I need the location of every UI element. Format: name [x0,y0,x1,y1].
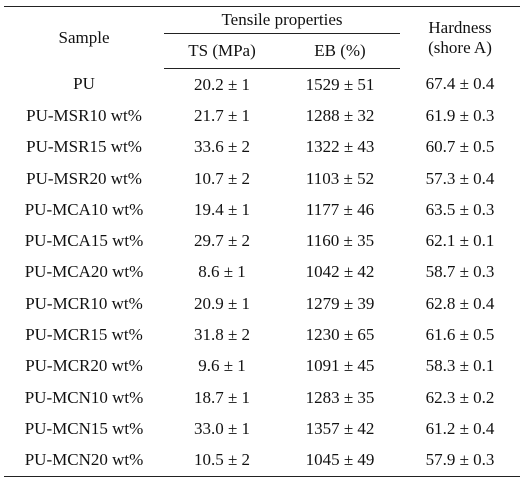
cell-eb: 1288 ± 32 [305,105,375,125]
cell-sample: PU [73,74,95,94]
cell-ts: 10.7 ± 2 [193,168,251,188]
table-row: PU-MSR20 wt% 10.7 ± 2 1103 ± 52 57.3 ± 0.4 [4,163,520,194]
cell-hardness: 67.4 ± 0.4 [425,74,495,94]
cell-ts: 33.6 ± 2 [193,137,251,157]
header-row-group: Sample Tensile properties Hardness (shor… [4,6,521,69]
cell-ts: 19.4 ± 1 [193,199,251,219]
table-row: PU-MCN15 wt% 33.0 ± 1 1357 ± 42 61.2 ± 0.4 [4,413,520,444]
cell-ts: 20.9 ± 1 [193,293,251,313]
table-row: PU-MCR10 wt% 20.9 ± 1 1279 ± 39 62.8 ± 0.4 [4,288,520,319]
cell-hardness: 60.7 ± 0.5 [425,137,495,157]
header-hardness-line2: (shore A) [428,37,492,57]
cell-eb: 1279 ± 39 [305,293,375,313]
table-row: PU-MCR15 wt% 31.8 ± 2 1230 ± 65 61.6 ± 0.5 [4,319,520,350]
cell-ts: 9.6 ± 1 [198,356,246,376]
table-row: PU-MSR15 wt% 33.6 ± 2 1322 ± 43 60.7 ± 0.5 [4,132,520,163]
cell-sample: PU-MCR15 wt% [25,325,143,345]
properties-table-container: Sample Tensile properties Hardness (shor… [4,6,521,477]
cell-hardness: 57.3 ± 0.4 [425,168,495,188]
header-hardness: Hardness (shore A) [400,6,521,69]
table-row: PU-MCN20 wt% 10.5 ± 2 1045 ± 49 57.9 ± 0.3 [4,444,521,477]
cell-hardness: 61.9 ± 0.3 [425,105,495,125]
cell-hardness: 58.7 ± 0.3 [425,262,495,282]
cell-eb: 1283 ± 35 [305,387,375,407]
cell-ts: 10.5 ± 2 [164,444,280,477]
table-row: PU-MCA20 wt% 8.6 ± 1 1042 ± 42 58.7 ± 0.3 [4,257,520,288]
cell-sample: PU-MCN10 wt% [24,387,144,407]
cell-sample: PU-MCN15 wt% [24,418,144,438]
cell-sample: PU-MSR20 wt% [26,168,142,188]
cell-ts: 18.7 ± 1 [193,387,251,407]
cell-hardness: 61.6 ± 0.5 [425,325,495,345]
cell-sample: PU-MCA20 wt% [24,262,144,282]
cell-eb: 1045 ± 49 [280,444,401,477]
table-row: PU 20.2 ± 1 1529 ± 51 67.4 ± 0.4 [4,69,520,101]
table-row: PU-MCA15 wt% 29.7 ± 2 1160 ± 35 62.1 ± 0.1 [4,225,520,256]
cell-ts: 20.2 ± 1 [193,74,251,94]
cell-eb: 1357 ± 42 [305,418,375,438]
cell-hardness: 57.9 ± 0.3 [400,444,521,477]
cell-hardness: 62.1 ± 0.1 [425,231,495,251]
cell-eb: 1322 ± 43 [305,137,375,157]
cell-sample: PU-MCR20 wt% [25,356,143,376]
cell-eb: 1103 ± 52 [305,168,375,188]
cell-ts: 21.7 ± 1 [193,105,251,125]
header-ts: TS (MPa) [164,33,280,69]
table-row: PU-MCN10 wt% 18.7 ± 1 1283 ± 35 62.3 ± 0.2 [4,382,520,413]
cell-sample: PU-MSR15 wt% [26,137,142,157]
cell-eb: 1529 ± 51 [305,74,375,94]
cell-eb: 1177 ± 46 [305,199,375,219]
cell-ts: 29.7 ± 2 [193,231,251,251]
cell-hardness: 63.5 ± 0.3 [425,199,495,219]
table-row: PU-MSR10 wt% 21.7 ± 1 1288 ± 32 61.9 ± 0.3 [4,100,520,131]
properties-table: Sample Tensile properties Hardness (shor… [4,6,521,477]
cell-hardness: 62.8 ± 0.4 [425,293,495,313]
cell-ts: 33.0 ± 1 [193,418,251,438]
cell-ts: 31.8 ± 2 [193,325,251,345]
cell-eb: 1042 ± 42 [305,262,375,282]
cell-eb: 1091 ± 45 [305,356,375,376]
cell-hardness: 62.3 ± 0.2 [425,387,495,407]
header-hardness-line1: Hardness [428,17,492,37]
header-sample: Sample [4,6,164,69]
cell-eb: 1230 ± 65 [305,325,375,345]
table-row: PU-MCR20 wt% 9.6 ± 1 1091 ± 45 58.3 ± 0.1 [4,351,520,382]
cell-hardness: 61.2 ± 0.4 [425,418,495,438]
cell-sample: PU-MSR10 wt% [26,105,142,125]
cell-sample: PU-MCA10 wt% [24,199,144,219]
cell-sample: PU-MCR10 wt% [25,293,143,313]
table-header: Sample Tensile properties Hardness (shor… [4,6,521,69]
cell-hardness: 58.3 ± 0.1 [425,356,495,376]
cell-sample: PU-MCN20 wt% [4,444,164,477]
cell-eb: 1160 ± 35 [305,231,375,251]
cell-sample: PU-MCA15 wt% [24,231,144,251]
header-tensile-properties: Tensile properties [164,6,401,34]
table-row: PU-MCA10 wt% 19.4 ± 1 1177 ± 46 63.5 ± 0.3 [4,194,520,225]
table-body: PU 20.2 ± 1 1529 ± 51 67.4 ± 0.4 PU-MSR10 wt… [4,69,521,477]
cell-ts: 8.6 ± 1 [198,262,246,282]
header-row-sub: TS (MPa) EB (%) [4,33,520,69]
header-eb: EB (%) [280,33,401,69]
